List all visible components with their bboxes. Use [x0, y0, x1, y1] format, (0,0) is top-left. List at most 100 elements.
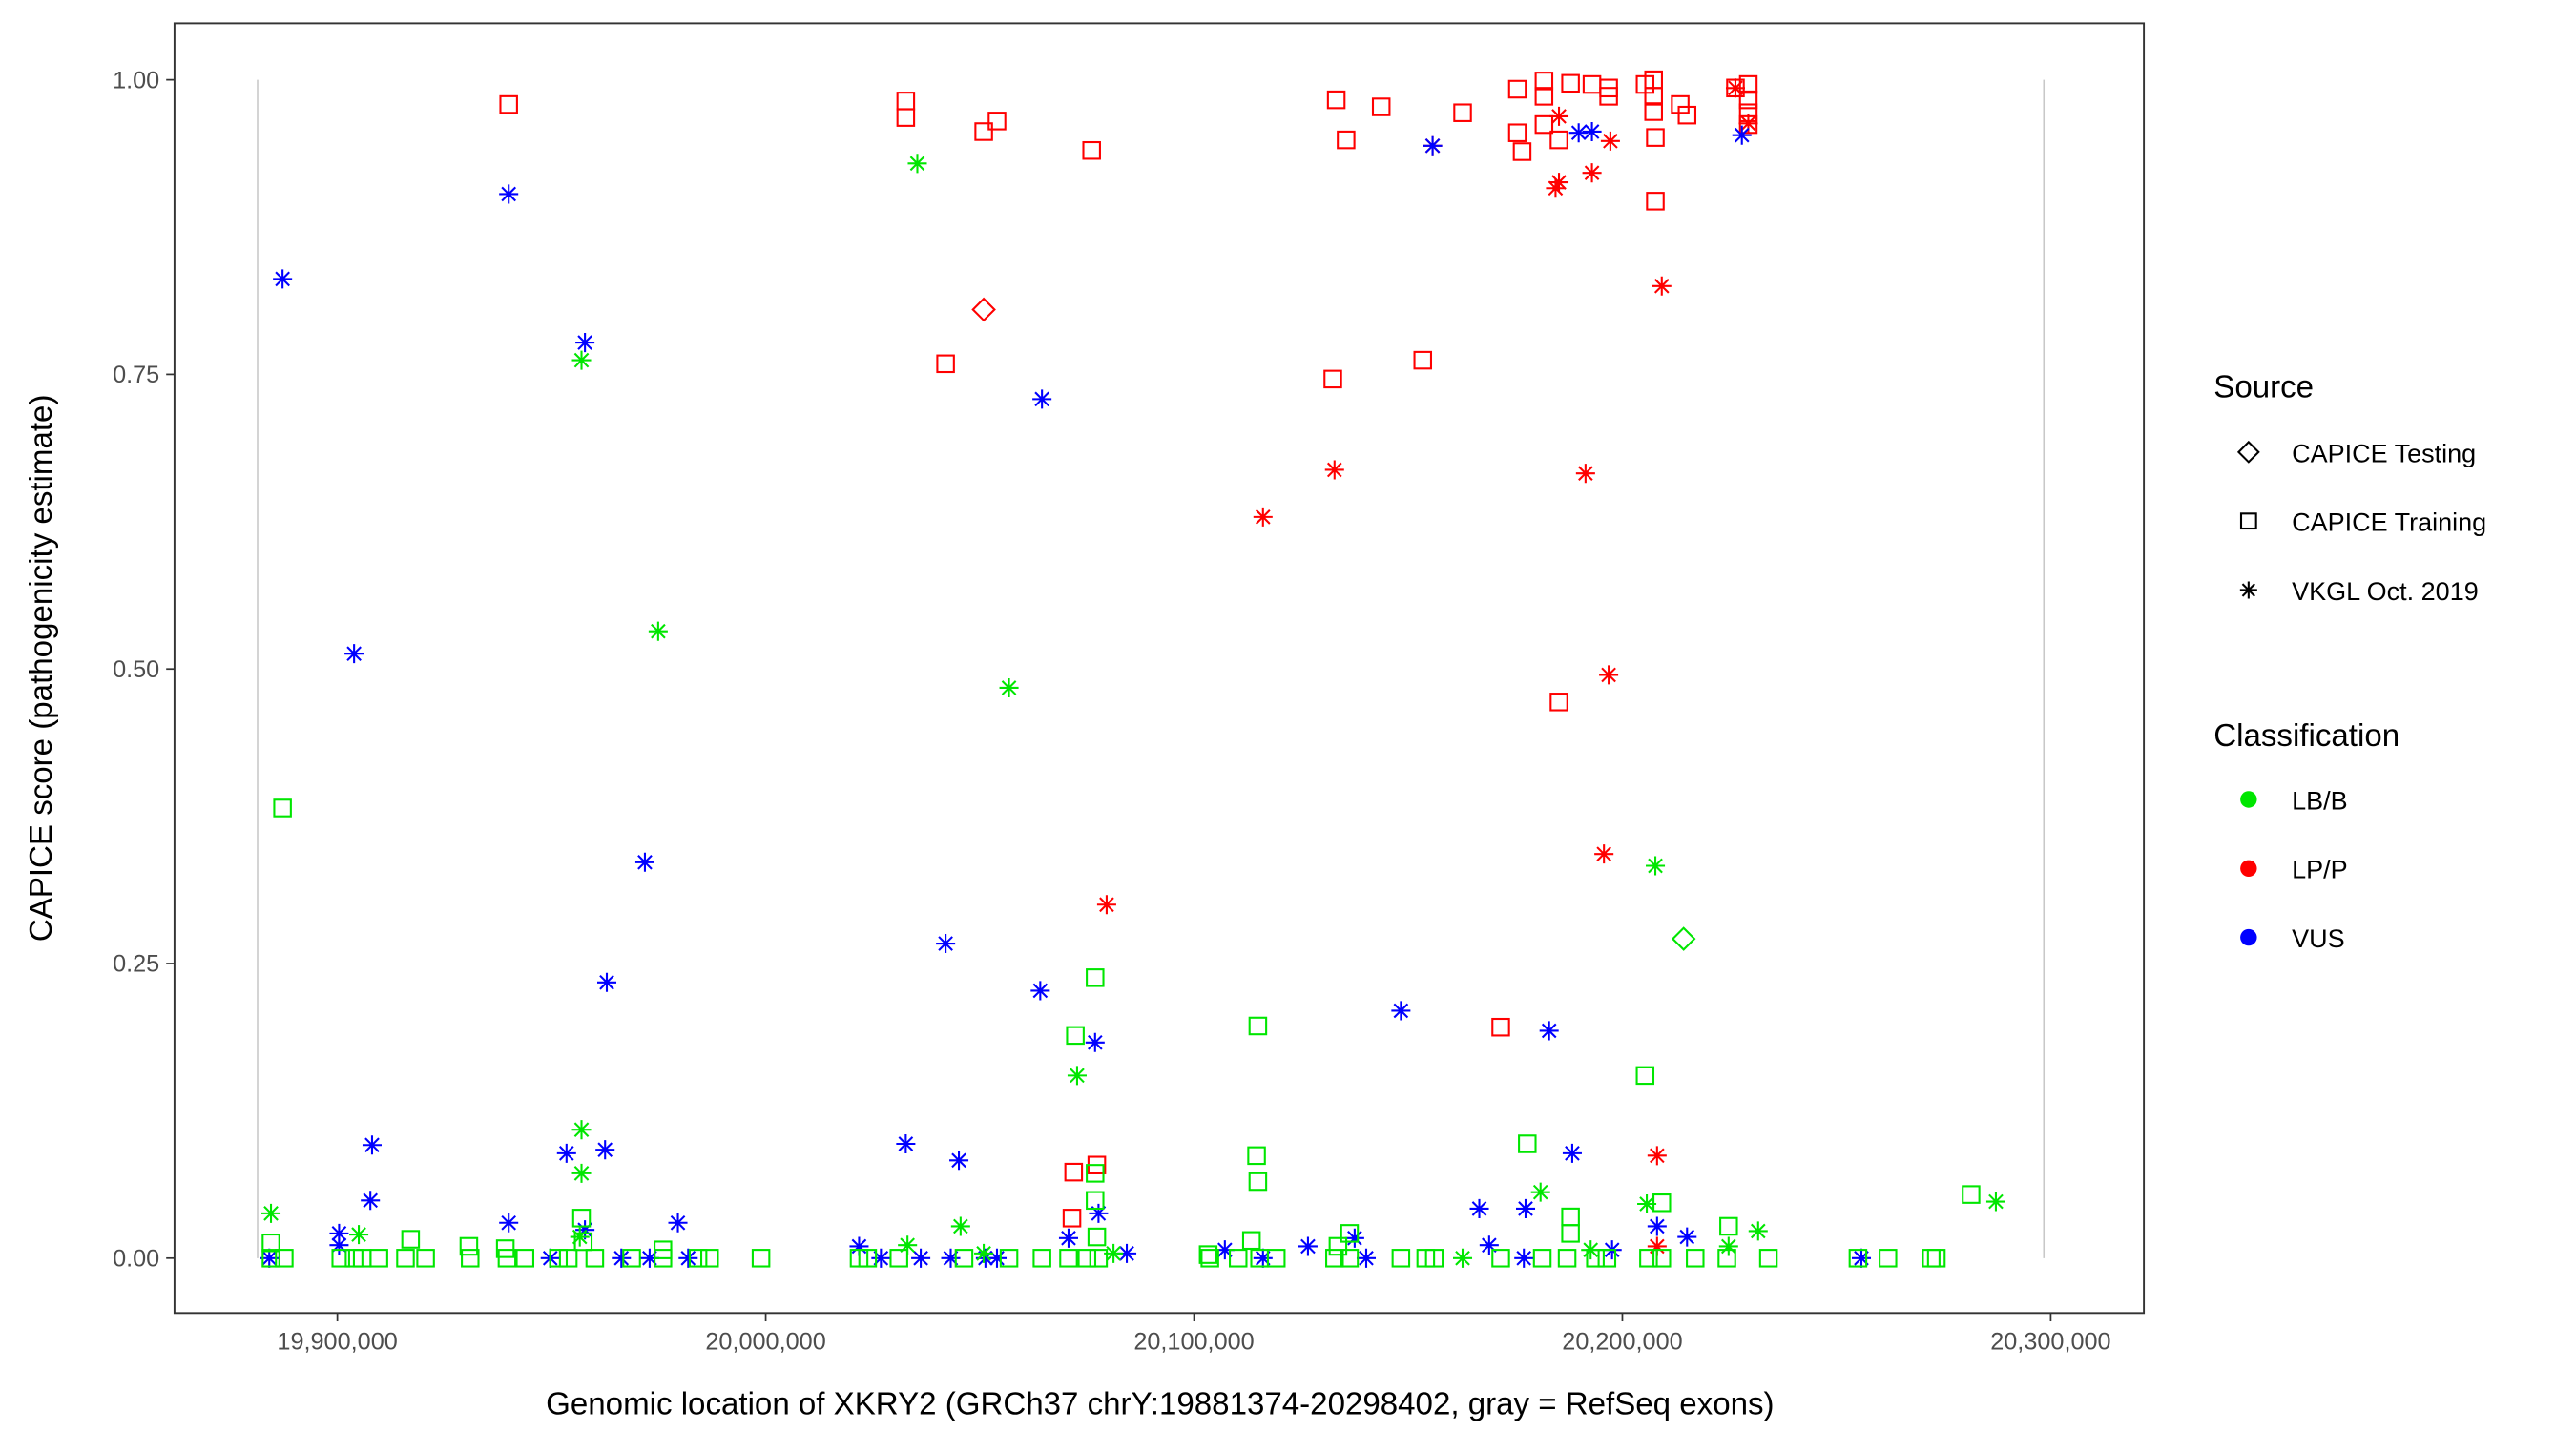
data-point-vkgl-vus [634, 852, 654, 872]
data-point-training-lbb [515, 1249, 535, 1268]
data-point-vkgl-vus [941, 1248, 961, 1268]
data-point-vkgl-vus [639, 1248, 659, 1268]
data-point-training-lbb [622, 1249, 641, 1268]
data-point-vkgl-lbb [1104, 1243, 1124, 1263]
data-point-training-lpp [1534, 114, 1554, 135]
data-point-training-lbb [1059, 1249, 1078, 1268]
data-point-training-lpp [1323, 369, 1342, 389]
data-point-vkgl-lpp [1096, 895, 1116, 915]
data-point-vkgl-vus [1582, 121, 1602, 141]
data-point-vkgl-lpp [1324, 460, 1344, 480]
data-point-training-lpp [1671, 94, 1690, 114]
data-point-training-lbb [1266, 1249, 1286, 1268]
data-point-vkgl-vus [1423, 135, 1443, 156]
data-point-training-lpp [1507, 123, 1527, 142]
data-point-vkgl-lbb [1530, 1182, 1550, 1202]
data-point-training-lbb [1597, 1249, 1617, 1268]
data-point-vkgl-vus [329, 1235, 349, 1255]
data-point-training-lbb [1066, 1026, 1085, 1046]
data-point-vkgl-vus [1089, 1203, 1109, 1223]
legend-item-lpp: LP/P [2240, 856, 2348, 884]
data-point-vkgl-vus [911, 1248, 931, 1268]
data-point-training-lbb [1229, 1249, 1248, 1268]
data-point-training-lpp [1512, 142, 1532, 161]
data-point-training-lbb [1087, 1227, 1107, 1247]
data-point-training-lpp [1507, 79, 1527, 99]
data-point-vkgl-vus [1032, 389, 1052, 409]
data-point-vkgl-lbb [1646, 856, 1666, 876]
data-point-training-lbb [273, 798, 292, 818]
legend-item-testing: CAPICE Testing [2236, 439, 2476, 467]
y-tick-label: 0.25 [113, 951, 159, 978]
data-point-training-lpp [1599, 87, 1618, 106]
data-point-vkgl-vus [260, 1248, 280, 1268]
data-point-training-lpp [1062, 1209, 1082, 1228]
data-point-vkgl-vus [344, 644, 364, 664]
data-point-vkgl-vus [1469, 1198, 1489, 1218]
asterisk-icon [2239, 581, 2257, 599]
data-point-training-lbb [889, 1249, 908, 1268]
data-point-training-lbb [654, 1249, 673, 1268]
data-point-training-lpp [1534, 72, 1554, 91]
data-point-vkgl-vus [329, 1223, 349, 1243]
data-point-training-lbb [585, 1249, 605, 1268]
data-point-vkgl-vus [1344, 1228, 1364, 1248]
data-point-testing-lbb [1671, 926, 1696, 951]
data-point-vkgl-vus [1253, 1248, 1273, 1268]
data-point-training-lpp [987, 112, 1007, 131]
y-tick-label: 0.50 [113, 656, 159, 683]
data-point-training-lpp [1644, 102, 1663, 121]
data-point-training-lbb [1926, 1249, 1946, 1268]
data-point-training-lbb [699, 1249, 719, 1268]
data-point-training-lpp [1646, 128, 1665, 147]
data-point-vkgl-lbb [571, 1120, 592, 1140]
data-point-training-lbb [1758, 1249, 1778, 1268]
data-point-training-lbb [261, 1249, 280, 1268]
data-point-training-lbb [688, 1249, 708, 1268]
y-tick-label: 1.00 [113, 67, 159, 93]
data-point-training-lpp [1738, 90, 1758, 110]
data-point-training-lbb [1717, 1249, 1736, 1268]
color-dot-icon [2240, 928, 2257, 946]
data-point-training-lbb [1032, 1249, 1051, 1268]
data-point-vkgl-lbb [570, 1227, 590, 1247]
data-point-training-lbb [1491, 1249, 1510, 1268]
data-point-vkgl-vus [595, 1140, 615, 1160]
data-point-vkgl-vus [1215, 1240, 1235, 1260]
data-point-vkgl-lbb [898, 1235, 918, 1255]
data-point-training-lpp [1549, 693, 1568, 712]
data-point-vkgl-vus [1356, 1248, 1377, 1268]
data-point-vkgl-lpp [1549, 173, 1569, 193]
data-point-training-lpp [1677, 105, 1697, 125]
data-point-vkgl-vus [1677, 1227, 1697, 1247]
data-point-vkgl-vus [987, 1248, 1008, 1268]
data-point-vkgl-vus [1568, 123, 1589, 143]
data-point-testing-lpp [971, 297, 996, 322]
data-point-training-lbb [1325, 1249, 1344, 1268]
data-point-training-lbb [1391, 1249, 1411, 1268]
legend-label: VUS [2292, 924, 2345, 953]
legend-label: CAPICE Testing [2292, 439, 2476, 467]
data-point-vkgl-vus [499, 184, 519, 204]
x-tick-label: 20,100,000 [1133, 1329, 1254, 1356]
data-point-training-lbb [261, 1234, 280, 1253]
data-point-vkgl-vus [1515, 1198, 1536, 1218]
data-point-training-lbb [1639, 1249, 1658, 1268]
data-point-vkgl-vus [596, 972, 617, 992]
diamond-icon [2236, 440, 2260, 464]
data-point-vkgl-lbb [974, 1243, 994, 1263]
data-point-vkgl-lpp [1647, 1236, 1667, 1256]
data-point-vkgl-lpp [1575, 464, 1595, 484]
data-point-training-lbb [1635, 1066, 1655, 1086]
data-point-vkgl-lbb [1748, 1221, 1768, 1241]
data-point-vkgl-vus [1851, 1248, 1872, 1268]
data-point-training-lbb [1652, 1249, 1672, 1268]
data-point-vkgl-lpp [1582, 163, 1602, 183]
legend-item-training: CAPICE Training [2239, 508, 2486, 537]
data-point-training-lpp [1453, 103, 1472, 122]
data-point-vkgl-vus [1117, 1243, 1137, 1263]
data-point-training-lbb [1086, 968, 1105, 987]
x-axis-title: Genomic location of XKRY2 (GRCh37 chrY:1… [546, 1387, 1774, 1422]
data-point-vkgl-vus [1539, 1021, 1559, 1041]
